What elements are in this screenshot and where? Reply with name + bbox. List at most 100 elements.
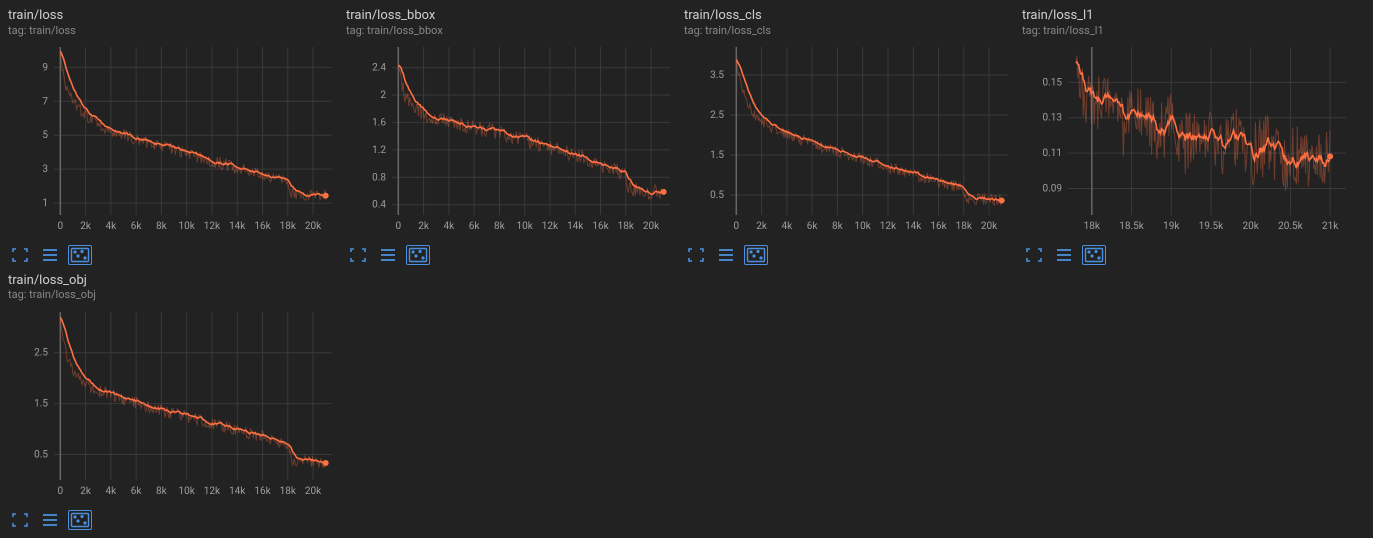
svg-text:0.13: 0.13 — [1043, 113, 1063, 124]
expand-icon[interactable] — [8, 245, 32, 265]
svg-text:8k: 8k — [494, 221, 506, 232]
panel-subtitle: tag: train/loss_cls — [684, 24, 1014, 37]
svg-text:8k: 8k — [156, 221, 168, 232]
svg-text:20k: 20k — [1243, 221, 1260, 232]
svg-text:20.5k: 20.5k — [1278, 221, 1303, 232]
svg-text:20k: 20k — [981, 221, 998, 232]
svg-text:20k: 20k — [305, 486, 322, 497]
svg-text:16k: 16k — [592, 221, 609, 232]
svg-text:0: 0 — [58, 486, 64, 497]
expand-icon[interactable] — [684, 245, 708, 265]
svg-text:7: 7 — [42, 96, 48, 107]
svg-text:4k: 4k — [444, 221, 456, 232]
svg-text:3.5: 3.5 — [710, 70, 724, 81]
expand-icon[interactable] — [346, 245, 370, 265]
svg-text:16k: 16k — [254, 221, 271, 232]
svg-text:14k: 14k — [567, 221, 584, 232]
list-icon[interactable] — [1052, 245, 1076, 265]
svg-text:14k: 14k — [229, 221, 246, 232]
panel-subtitle: tag: train/loss — [8, 24, 338, 37]
panel-toolbar — [684, 241, 1014, 265]
svg-text:12k: 12k — [542, 221, 559, 232]
svg-text:18k: 18k — [956, 221, 973, 232]
panel-title: train/loss_bbox — [346, 8, 676, 24]
svg-text:0: 0 — [396, 221, 402, 232]
svg-text:1.5: 1.5 — [34, 398, 48, 409]
svg-text:14k: 14k — [229, 486, 246, 497]
expand-icon[interactable] — [8, 510, 32, 530]
svg-text:18k: 18k — [280, 486, 297, 497]
panel-toolbar — [8, 241, 338, 265]
svg-text:19.5k: 19.5k — [1199, 221, 1224, 232]
svg-text:6k: 6k — [469, 221, 481, 232]
svg-text:0: 0 — [734, 221, 740, 232]
svg-text:0.8: 0.8 — [372, 172, 386, 183]
svg-text:18k: 18k — [618, 221, 635, 232]
svg-text:1.5: 1.5 — [710, 150, 724, 161]
svg-text:1: 1 — [42, 198, 48, 209]
svg-text:20k: 20k — [643, 221, 660, 232]
chart-panel-loss_bbox: train/loss_bbox tag: train/loss_bbox 0.4… — [346, 8, 676, 265]
svg-text:6k: 6k — [131, 221, 143, 232]
svg-text:20k: 20k — [305, 221, 322, 232]
panel-subtitle: tag: train/loss_obj — [8, 288, 338, 301]
svg-text:2.4: 2.4 — [372, 62, 386, 73]
list-icon[interactable] — [38, 510, 62, 530]
svg-text:0.5: 0.5 — [34, 449, 48, 460]
svg-text:2k: 2k — [418, 221, 430, 232]
chart-panel-loss_l1: train/loss_l1 tag: train/loss_l1 0.09 0.1… — [1022, 8, 1352, 265]
list-icon[interactable] — [38, 245, 62, 265]
svg-text:12k: 12k — [204, 486, 221, 497]
svg-text:0.4: 0.4 — [372, 199, 386, 210]
panel-toolbar — [8, 506, 338, 530]
svg-text:4k: 4k — [106, 486, 118, 497]
svg-text:0.11: 0.11 — [1043, 148, 1063, 159]
svg-text:3: 3 — [42, 164, 48, 175]
fit-domain-icon[interactable] — [406, 245, 430, 265]
svg-text:18k: 18k — [1084, 221, 1101, 232]
chart-svg: 1357902k4k6k8k10k12k14k16k18k20k — [8, 41, 338, 241]
svg-text:0: 0 — [58, 221, 64, 232]
chart-svg: 0.40.81.21.622.402k4k6k8k10k12k14k16k18k… — [346, 41, 676, 241]
svg-text:9: 9 — [42, 62, 48, 73]
svg-text:5: 5 — [42, 130, 48, 141]
svg-text:21k: 21k — [1322, 221, 1339, 232]
svg-text:18k: 18k — [280, 221, 297, 232]
chart-panel-loss_obj: train/loss_obj tag: train/loss_obj 0.5 1.… — [8, 273, 338, 530]
fit-domain-icon[interactable] — [68, 245, 92, 265]
panel-title: train/loss_obj — [8, 273, 338, 289]
panel-subtitle: tag: train/loss_bbox — [346, 24, 676, 37]
panel-title: train/loss_l1 — [1022, 8, 1352, 24]
svg-text:0.09: 0.09 — [1043, 183, 1063, 194]
list-icon[interactable] — [714, 245, 738, 265]
chart-svg: 0.51.52.53.502k4k6k8k10k12k14k16k18k20k — [684, 41, 1014, 241]
svg-text:10k: 10k — [517, 221, 534, 232]
svg-text:2k: 2k — [80, 221, 92, 232]
panel-toolbar — [346, 241, 676, 265]
expand-icon[interactable] — [1022, 245, 1046, 265]
svg-text:10k: 10k — [855, 221, 872, 232]
svg-text:10k: 10k — [179, 221, 196, 232]
fit-domain-icon[interactable] — [1082, 245, 1106, 265]
svg-text:10k: 10k — [179, 486, 196, 497]
svg-text:8k: 8k — [156, 486, 168, 497]
svg-text:1.6: 1.6 — [372, 117, 386, 128]
chart-svg: 0.51.52.502k4k6k8k10k12k14k16k18k20k — [8, 306, 338, 506]
fit-domain-icon[interactable] — [68, 510, 92, 530]
panel-title: train/loss — [8, 8, 338, 24]
svg-text:2k: 2k — [80, 486, 92, 497]
svg-text:18.5k: 18.5k — [1119, 221, 1144, 232]
svg-text:1.2: 1.2 — [372, 145, 386, 156]
fit-domain-icon[interactable] — [744, 245, 768, 265]
chart-svg: 0.090.110.130.1518k18.5k19k19.5k20k20.5k… — [1022, 41, 1352, 241]
svg-text:0.15: 0.15 — [1043, 77, 1063, 88]
panel-subtitle: tag: train/loss_l1 — [1022, 24, 1352, 37]
svg-text:14k: 14k — [905, 221, 922, 232]
svg-text:8k: 8k — [832, 221, 844, 232]
panel-title: train/loss_cls — [684, 8, 1014, 24]
list-icon[interactable] — [376, 245, 400, 265]
svg-text:12k: 12k — [204, 221, 221, 232]
svg-text:0.5: 0.5 — [710, 190, 724, 201]
panel-toolbar — [1022, 241, 1352, 265]
svg-text:6k: 6k — [807, 221, 819, 232]
